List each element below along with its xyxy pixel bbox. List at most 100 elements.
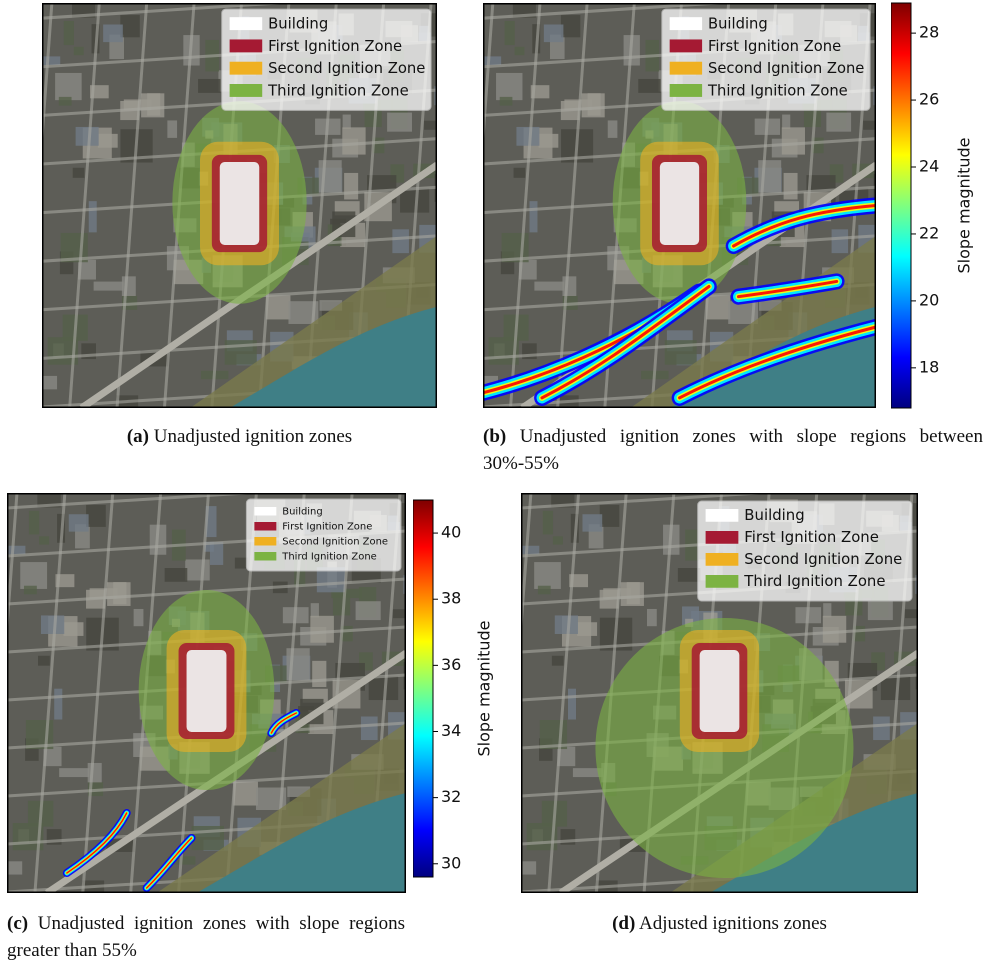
city-block (185, 559, 210, 580)
city-block (534, 282, 564, 291)
caption-text: Unadjusted ignition zones (154, 426, 352, 447)
panel-image: BuildingFirst Ignition ZoneSecond Igniti… (7, 493, 406, 893)
city-block (863, 121, 876, 130)
city-block (552, 656, 564, 666)
legend-swatch (254, 522, 276, 531)
panel-image: Building First Ignition Zone Second Igniti… (483, 3, 876, 408)
legend-swatch (706, 575, 739, 588)
city-block (568, 689, 576, 720)
colorbar-fill (413, 500, 433, 877)
city-block (561, 15, 580, 37)
city-block (521, 861, 536, 874)
legend-label: First Ignition Zone (282, 521, 372, 532)
legend-label: Third Ignition Zone (281, 551, 376, 562)
city-block (165, 568, 188, 582)
colorbar-tick-label: 18 (919, 357, 939, 376)
legend-label: Second Ignition Zone (708, 59, 864, 77)
legend-swatch (670, 17, 702, 30)
city-block (59, 97, 72, 106)
colorbar-tick-label: 32 (441, 787, 461, 806)
city-block (582, 514, 602, 531)
building (660, 162, 699, 245)
city-block (141, 93, 164, 117)
city-block (424, 121, 437, 130)
city-block (122, 276, 136, 296)
city-block (69, 514, 89, 531)
colorbar-tick-label: 26 (919, 90, 939, 109)
city-block (823, 603, 831, 617)
city-block (706, 295, 730, 319)
caption-text: Adjusted ignitions zones (639, 913, 827, 934)
city-block (55, 73, 82, 100)
caption-label: (c) (7, 913, 28, 934)
legend-label: Building (708, 14, 768, 32)
city-block (555, 615, 578, 634)
city-block (54, 689, 62, 720)
city-block (76, 127, 99, 146)
panel-image: BuildingFirst Ignition ZoneSecond Igniti… (521, 493, 918, 893)
city-block (393, 609, 406, 618)
city-block (42, 376, 57, 389)
colorbar-tick-label: 24 (919, 157, 939, 176)
city-block (823, 616, 846, 643)
city-block (600, 505, 620, 527)
colorbar-tick-label: 28 (919, 23, 939, 42)
caption-label: (b) (483, 426, 506, 447)
caption-label: (a) (127, 426, 149, 447)
building (187, 650, 227, 732)
legend-label: Second Ignition Zone (744, 550, 902, 568)
city-block (41, 615, 64, 634)
city-block (344, 173, 358, 200)
legend-label: First Ignition Zone (708, 37, 841, 55)
colorbar-tick-label: 34 (441, 721, 461, 740)
legend-swatch (670, 84, 702, 97)
colorbar-tick-label: 30 (441, 853, 461, 872)
caption-label: (d) (612, 913, 635, 934)
city-block (832, 229, 848, 253)
city-block (392, 229, 409, 253)
city-block (312, 661, 326, 687)
city-block (356, 601, 381, 620)
legend-swatch (230, 17, 263, 30)
caption: (b) Unadjusted ignition zones with slope… (483, 423, 983, 477)
city-block (120, 15, 139, 37)
city-block (553, 536, 563, 544)
city-block (94, 282, 124, 291)
city-block (516, 127, 539, 146)
colorbar: 18 20 22 24 26 28 Slope magnitude (891, 0, 986, 418)
city-block (484, 56, 502, 65)
city-block (638, 79, 660, 93)
colorbar-tick-label: 40 (441, 523, 461, 542)
city-block (59, 768, 89, 777)
caption: (a) Unadjusted ignition zones (42, 423, 437, 450)
legend-label: Building (268, 14, 328, 32)
city-block (134, 609, 144, 626)
colorbar-label: Slope magnitude (955, 137, 974, 273)
legend-label: Third Ignition Zone (707, 81, 848, 99)
city-block (496, 73, 522, 100)
legend-swatch (706, 531, 739, 544)
colorbar-fill (891, 3, 911, 408)
city-block (562, 276, 576, 296)
city-block (311, 603, 319, 617)
city-block (784, 173, 798, 200)
city-block (343, 115, 351, 129)
city-block (103, 25, 123, 43)
city-block (8, 546, 26, 555)
colorbar-tick-label: 20 (919, 290, 939, 309)
city-block (678, 568, 701, 582)
caption-text: Unadjusted ignition zones with slope reg… (7, 913, 405, 961)
city-block (361, 717, 378, 741)
city-block (534, 562, 561, 589)
city-block (608, 120, 618, 137)
caption-text: Unadjusted ignition zones with slope reg… (483, 426, 983, 474)
city-block (544, 25, 564, 43)
legend-label: Third Ignition Zone (743, 572, 885, 590)
city-block (522, 546, 540, 555)
legend-label: Building (744, 506, 804, 524)
city-block (387, 113, 412, 132)
colorbar-tick-label: 22 (919, 223, 939, 242)
city-block (233, 782, 258, 806)
city-block (530, 201, 538, 232)
